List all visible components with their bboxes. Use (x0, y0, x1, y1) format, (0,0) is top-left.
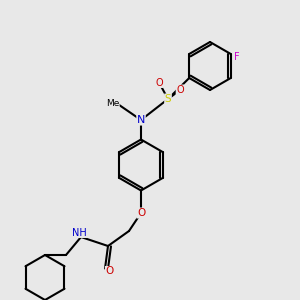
Text: O: O (105, 266, 114, 277)
Text: O: O (155, 77, 163, 88)
Text: Me: Me (106, 99, 119, 108)
Text: N: N (137, 115, 145, 125)
Text: O: O (137, 208, 145, 218)
Text: S: S (165, 94, 171, 104)
Text: F: F (234, 52, 240, 62)
Text: O: O (176, 85, 184, 95)
Text: NH: NH (72, 227, 87, 238)
